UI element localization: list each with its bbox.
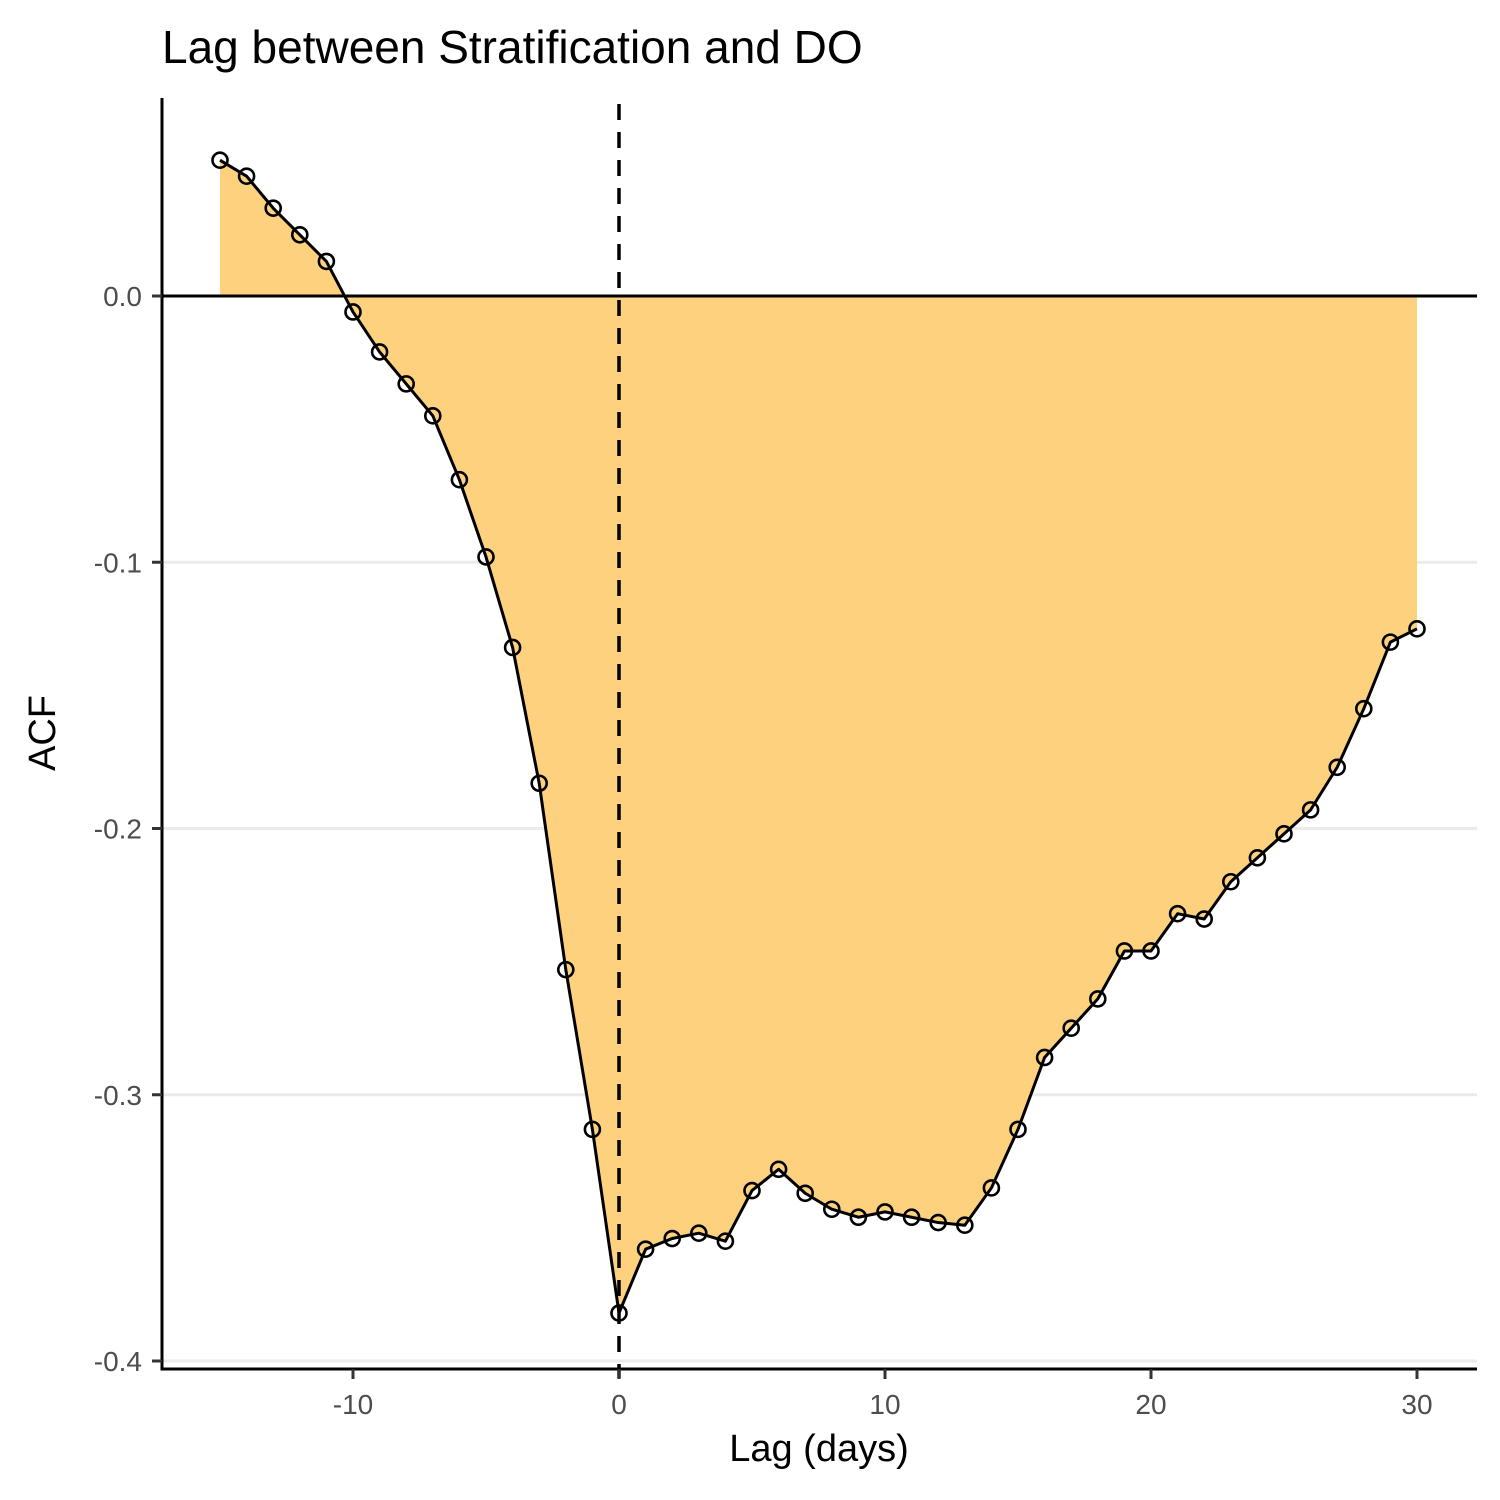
chart-title: Lag between Stratification and DO — [162, 21, 863, 73]
acf-area — [220, 160, 1417, 1314]
y-tick-label-1: -0.1 — [94, 547, 142, 578]
acf-point-lag-20 — [1142, 942, 1160, 960]
x-tick-label-1: 0 — [611, 1389, 627, 1420]
acf-point-lag--8 — [397, 375, 416, 393]
acf-point-lag--10 — [344, 303, 362, 321]
y-tick-label-2: -0.2 — [94, 814, 142, 845]
acf-point-lag--13 — [264, 199, 283, 217]
acf-point-lag--7 — [423, 407, 442, 425]
acf-point-lag-4 — [716, 1232, 735, 1250]
acf-point-lag-17 — [1062, 1019, 1080, 1037]
acf-point-lag-5 — [743, 1181, 761, 1200]
y-axis-title: ACF — [22, 695, 64, 771]
acf-point-lag--1 — [583, 1120, 602, 1139]
acf-point-lag--6 — [450, 470, 469, 489]
y-axis-ticks: 0.0 -0.1 -0.2 -0.3 -0.4 — [94, 281, 162, 1377]
acf-point-lag-21 — [1168, 904, 1187, 923]
acf-point-lag-19 — [1115, 942, 1134, 960]
y-tick-label-4: -0.4 — [94, 1346, 142, 1377]
acf-point-lag-10 — [876, 1203, 894, 1221]
acf-point-lag--3 — [530, 774, 549, 793]
acf-point-lag-0 — [610, 1304, 628, 1322]
y-tick-label-0: 0.0 — [103, 281, 142, 312]
acf-line — [219, 158, 1418, 1315]
acf-point-lag-22 — [1195, 910, 1213, 928]
acf-point-lag--15 — [211, 151, 229, 170]
acf-point-lag-2 — [663, 1229, 682, 1248]
acf-point-lag-3 — [689, 1224, 708, 1242]
acf-point-lag-1 — [636, 1240, 655, 1258]
acf-point-lag-6 — [769, 1160, 788, 1179]
acf-point-lag--5 — [477, 548, 495, 566]
acf-point-lag-25 — [1275, 825, 1293, 843]
acf-point-lag-15 — [1009, 1120, 1027, 1139]
acf-point-lag-26 — [1301, 801, 1320, 819]
acf-point-lag--14 — [237, 167, 256, 185]
acf-point-lag-14 — [982, 1179, 1001, 1197]
x-tick-label-4: 30 — [1401, 1389, 1432, 1420]
acf-point-lag-9 — [849, 1208, 868, 1227]
x-axis-ticks: -10 0 10 20 30 — [333, 1369, 1433, 1420]
x-tick-label-3: 20 — [1135, 1389, 1166, 1420]
acf-point-lag-12 — [929, 1213, 948, 1232]
acf-point-lag-30 — [1408, 620, 1426, 638]
acf-point-lag--2 — [556, 960, 575, 979]
acf-point-lag-16 — [1035, 1048, 1054, 1067]
acf-point-lag--12 — [290, 225, 309, 244]
acf-point-lag-7 — [796, 1184, 815, 1203]
acf-series-line — [219, 158, 1418, 1315]
acf-point-lag-13 — [955, 1216, 974, 1235]
acf-point-lag-24 — [1248, 848, 1267, 867]
acf-points — [211, 151, 1426, 1322]
x-tick-label-2: 10 — [869, 1389, 900, 1420]
acf-point-lag--9 — [370, 343, 389, 361]
y-tick-label-3: -0.3 — [94, 1080, 142, 1111]
acf-point-lag-8 — [822, 1200, 841, 1219]
x-tick-label-0: -10 — [333, 1389, 373, 1420]
x-axis-title: Lag (days) — [729, 1428, 909, 1470]
acf-point-lag-18 — [1089, 990, 1107, 1008]
acf-point-lag-28 — [1355, 699, 1373, 718]
acf-point-lag--4 — [503, 638, 522, 657]
acf-point-lag-27 — [1328, 758, 1346, 777]
acf-point-lag-23 — [1222, 872, 1240, 891]
acf-area-fill — [220, 160, 1417, 1314]
acf-point-lag-29 — [1381, 633, 1400, 651]
acf-point-lag--11 — [317, 252, 336, 271]
acf-point-lag-11 — [902, 1208, 921, 1227]
